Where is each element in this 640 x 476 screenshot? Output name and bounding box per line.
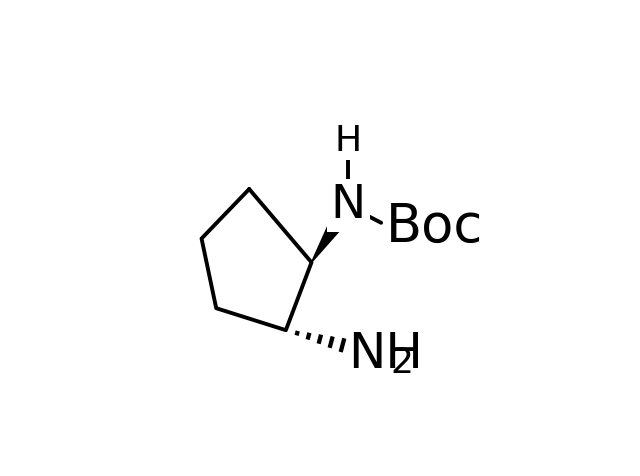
- Polygon shape: [312, 200, 356, 262]
- Text: Boc: Boc: [386, 200, 483, 252]
- Text: H: H: [335, 124, 362, 159]
- Text: N: N: [330, 183, 366, 228]
- Text: NH: NH: [348, 330, 423, 378]
- Text: 2: 2: [390, 346, 413, 380]
